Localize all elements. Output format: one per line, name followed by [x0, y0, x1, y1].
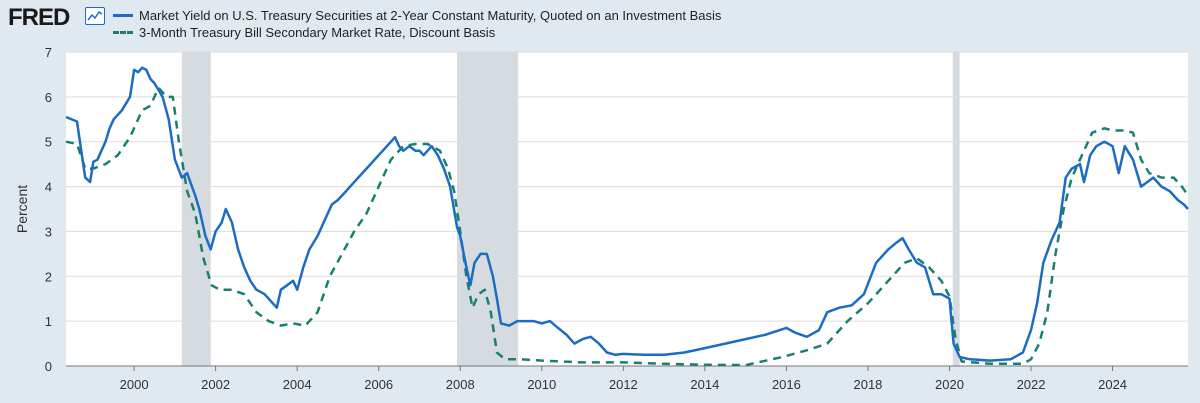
- x-tick-label: 2010: [527, 377, 556, 392]
- x-tick-label: 2024: [1098, 377, 1127, 392]
- legend-swatch-dashed: [113, 31, 133, 34]
- chart-header: FRED Market Yield on U.S. Treasury Secur…: [0, 0, 1200, 46]
- chart-legend: Market Yield on U.S. Treasury Securities…: [113, 7, 721, 41]
- x-tick-label: 2002: [201, 377, 230, 392]
- y-axis-label: Percent: [14, 185, 30, 233]
- recession-band: [456, 52, 519, 366]
- y-tick-label: 5: [45, 135, 52, 150]
- series-line-2yr-treasury[interactable]: [65, 66, 1189, 362]
- y-tick-label: 0: [45, 359, 52, 374]
- x-tick-label: 2018: [853, 377, 882, 392]
- legend-label-3mo: 3-Month Treasury Bill Secondary Market R…: [139, 25, 496, 40]
- x-tick-label: 2016: [772, 377, 801, 392]
- y-tick-label: 7: [45, 45, 52, 60]
- legend-item-2yr[interactable]: Market Yield on U.S. Treasury Securities…: [113, 7, 721, 24]
- x-tick-label: 2004: [283, 377, 312, 392]
- series-line-3mo-tbill[interactable]: [65, 86, 1190, 367]
- y-tick-label: 1: [45, 314, 52, 329]
- plot-background: [66, 52, 1188, 366]
- recession-shading: [181, 52, 960, 366]
- legend-label-2yr: Market Yield on U.S. Treasury Securities…: [139, 8, 722, 23]
- x-tick-label: 2020: [935, 377, 964, 392]
- fred-logo[interactable]: FRED: [8, 4, 70, 31]
- x-tick-label: 2000: [120, 377, 149, 392]
- recession-band: [181, 52, 211, 366]
- x-axis: 2000 2002 2004 2006 2008 2010 2012 2014 2016 2018…: [66, 365, 1188, 392]
- x-tick-label: 2008: [446, 377, 475, 392]
- y-tick-label: 3: [45, 224, 52, 239]
- line-chart: 0 1 2 3 4 5 6 7 2000 2002 2004 2006 2008 2010 2012 201…: [14, 45, 1190, 392]
- y-tick-label: 6: [45, 90, 52, 105]
- x-tick-label: 2012: [609, 377, 638, 392]
- y-tick-label: 2: [45, 269, 52, 284]
- x-tick-label: 2014: [690, 377, 719, 392]
- legend-item-3mo[interactable]: 3-Month Treasury Bill Secondary Market R…: [113, 24, 721, 41]
- series-lines: [65, 66, 1190, 367]
- y-axis: 0 1 2 3 4 5 6 7: [45, 45, 52, 374]
- x-tick-label: 2006: [364, 377, 393, 392]
- legend-swatch-solid: [113, 14, 133, 17]
- line-chart-icon: [85, 7, 105, 25]
- y-tick-label: 4: [45, 180, 52, 195]
- recession-band: [952, 52, 960, 366]
- x-tick-label: 2022: [1017, 377, 1046, 392]
